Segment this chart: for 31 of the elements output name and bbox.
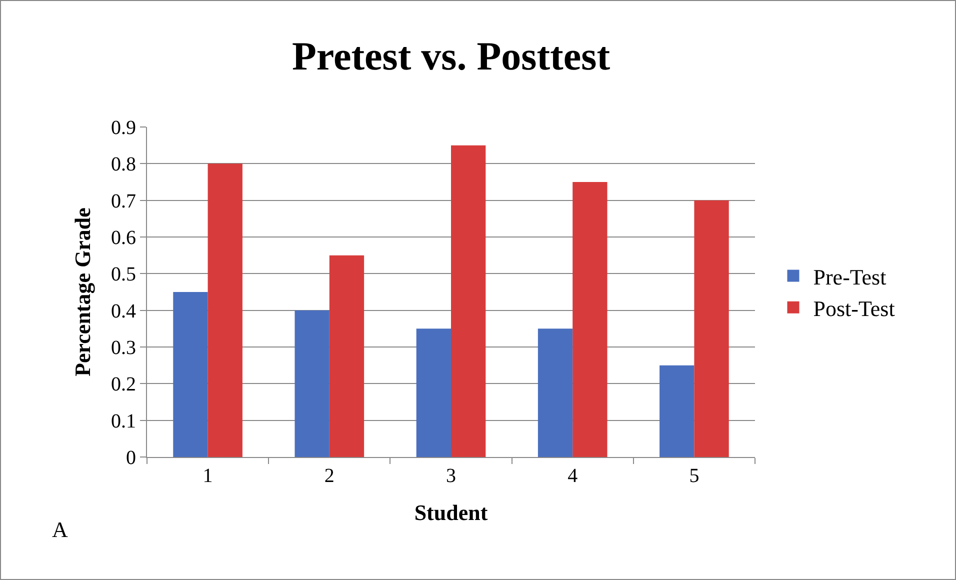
y-tick-label: 0.4 bbox=[111, 300, 136, 322]
bar bbox=[173, 292, 208, 457]
y-tick-label: 0.9 bbox=[111, 117, 136, 139]
bar bbox=[538, 328, 573, 457]
y-tick-label: 0 bbox=[126, 447, 136, 469]
x-tick-label: 1 bbox=[202, 465, 213, 487]
y-tick-label: 0.1 bbox=[111, 410, 136, 432]
x-tick-label: 4 bbox=[568, 465, 578, 487]
legend-label: Post-Test bbox=[813, 296, 895, 321]
legend-label: Pre-Test bbox=[813, 264, 886, 290]
y-tick-label: 0.3 bbox=[111, 337, 136, 359]
bar bbox=[208, 164, 242, 457]
bar bbox=[294, 310, 330, 457]
text: A bbox=[52, 517, 68, 542]
x-tick-label: 2 bbox=[324, 465, 334, 487]
x-tick-label: 5 bbox=[689, 465, 700, 487]
bar bbox=[329, 255, 364, 457]
y-tick-label: 0.7 bbox=[111, 190, 136, 212]
y-tick-label: 0.8 bbox=[111, 154, 136, 176]
x-tick-label: 3 bbox=[446, 465, 456, 487]
bar bbox=[660, 365, 694, 457]
y-axis-title: Percentage Grade bbox=[70, 207, 95, 376]
y-tick-label: 0.2 bbox=[111, 374, 136, 396]
chart-title: Pretest vs. Posttest bbox=[292, 33, 611, 78]
bar bbox=[694, 200, 729, 457]
y-tick-label: 0.5 bbox=[111, 264, 136, 286]
y-tick-label: 0.6 bbox=[111, 227, 136, 249]
bar bbox=[451, 145, 486, 457]
bar bbox=[572, 182, 608, 457]
bar bbox=[416, 328, 451, 457]
x-axis-title: Student bbox=[414, 500, 488, 525]
